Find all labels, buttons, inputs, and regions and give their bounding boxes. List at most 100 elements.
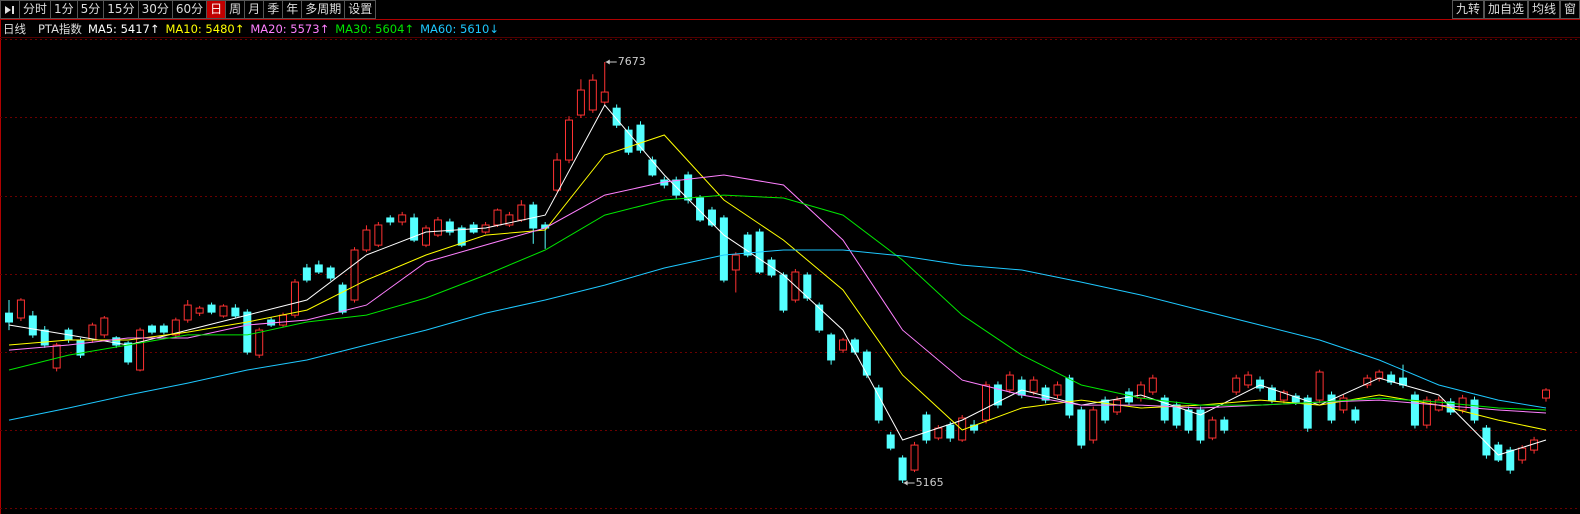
candle-up [1315, 371, 1324, 401]
candle-up [1530, 439, 1539, 451]
toolbar-button[interactable]: 设置 [345, 0, 377, 19]
candle-up [493, 209, 502, 226]
toolbar-button[interactable]: 九转 [1451, 0, 1484, 19]
candle-down [636, 124, 645, 151]
toolbar-button[interactable]: 加自选 [1483, 0, 1528, 19]
candle-down [410, 217, 419, 241]
candle-down [874, 387, 883, 421]
candle-down [1482, 427, 1491, 456]
candle-down [696, 197, 705, 221]
candle-down [302, 267, 311, 281]
ma-line [8, 134, 1547, 431]
candle-down [314, 264, 323, 273]
candle-up [16, 299, 25, 319]
candle-up [982, 384, 991, 421]
toolbar-button[interactable]: 年 [283, 0, 303, 19]
candle-down [1184, 409, 1193, 431]
candle-down [207, 304, 216, 313]
candle-down [5, 312, 13, 323]
candle-down [1196, 409, 1205, 441]
candle-up [839, 339, 848, 351]
toolbar-button[interactable]: 5分 [77, 0, 105, 19]
ma-line [8, 249, 1547, 421]
candle-up [600, 91, 609, 103]
candle-down [1220, 419, 1229, 431]
legend-entry: MA20: 5573↑ [250, 22, 330, 36]
annotation-arrowhead [605, 59, 610, 65]
candle-down [1410, 394, 1419, 426]
candle-up [576, 89, 585, 116]
toolbar-button[interactable]: 窗 [1559, 0, 1580, 19]
candle-up [505, 214, 514, 226]
toolbar-button[interactable]: 15分 [104, 0, 139, 19]
symbol: PTA指数 [38, 22, 82, 36]
candle-down [815, 304, 824, 331]
candle-down [779, 274, 788, 311]
candle-down [648, 159, 657, 176]
candle-down [1256, 379, 1265, 389]
candle-up [171, 319, 180, 336]
candle-down [993, 384, 1002, 406]
candle-down [231, 307, 240, 317]
candle-down [112, 337, 121, 346]
candle-up [910, 444, 919, 471]
candle-up [219, 305, 228, 317]
candle-down [827, 334, 836, 361]
candle-up [255, 329, 264, 356]
legend-entry: MA10: 5480↑ [165, 22, 245, 36]
candle-down [159, 325, 168, 333]
candle-down [850, 339, 859, 353]
candle-down [457, 227, 466, 246]
toggle-icon[interactable] [0, 0, 20, 19]
candle-up [183, 304, 192, 321]
toolbar-button[interactable]: 分时 [20, 0, 52, 19]
toolbar-button[interactable]: 周 [226, 0, 246, 19]
candle-up [934, 427, 943, 439]
candle-up [433, 219, 442, 236]
candle-down [1506, 449, 1515, 471]
candle-down [1327, 394, 1336, 421]
candle-down [1470, 399, 1479, 421]
candle-up [1089, 409, 1098, 441]
candle-down [1172, 404, 1181, 426]
toolbar-button[interactable]: 日 [207, 0, 227, 19]
candle-down [1387, 374, 1396, 383]
candle-down [445, 221, 454, 233]
candle-down [1267, 387, 1276, 401]
candle-down [946, 424, 955, 439]
candle-down [124, 342, 133, 363]
toolbar-button[interactable]: 季 [264, 0, 284, 19]
toolbar: 分时 1分 5分 15分 30分 60分日周月季年多周期 设置 [0, 0, 377, 19]
legend-entry: MA30: 5604↑ [335, 22, 415, 36]
candle-up [1113, 399, 1122, 413]
candle-up [1518, 447, 1527, 461]
candle-down [1077, 409, 1086, 446]
candle-up [1232, 377, 1241, 393]
candle-up [564, 119, 573, 161]
toolbar-button[interactable]: 多周期 [302, 0, 346, 19]
candle-up [1339, 397, 1348, 411]
candle-up [1279, 391, 1288, 401]
toolbar-button[interactable]: 60分 [172, 0, 208, 19]
candle-down [624, 129, 633, 153]
candle-down [862, 351, 871, 376]
period: 日线 [3, 22, 26, 36]
candle-up [88, 324, 97, 341]
candle-up [279, 314, 288, 326]
candle-down [612, 107, 621, 126]
toolbar-button[interactable]: 均线 [1527, 0, 1560, 19]
toolbar-button[interactable]: 30分 [138, 0, 173, 19]
candle-down [147, 325, 156, 333]
candle-up [1422, 399, 1431, 426]
candle-up [1208, 419, 1217, 439]
toolbar-button[interactable]: 月 [245, 0, 265, 19]
candle-down [684, 174, 693, 201]
candle-down [40, 329, 49, 346]
candle-down [529, 204, 538, 229]
legend-entry: MA5: 5417↑ [87, 22, 160, 36]
candle-down [1160, 397, 1169, 421]
toolbar-button[interactable]: 1分 [51, 0, 78, 19]
annotation-arrowhead [903, 480, 908, 486]
candle-up [195, 307, 204, 314]
